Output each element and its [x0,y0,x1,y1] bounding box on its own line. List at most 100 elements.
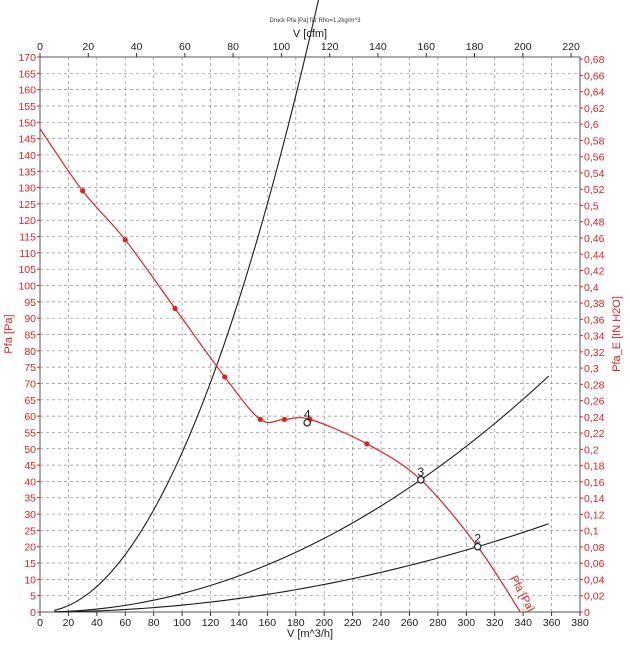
y-left-tick-label: 15 [24,558,36,570]
y-right-tick-label: 0,54 [584,168,605,180]
x-top-tick-label: 0 [37,41,43,53]
y-left-tick-label: 5 [30,591,36,603]
x-bottom-tick-label: 380 [571,617,589,629]
y-left-tick-label: 75 [24,362,36,374]
y-left-tick-label: 150 [18,117,36,129]
x-top-tick-label: 60 [179,41,191,53]
x-top-axis: 0 20 40 60 80 100 120 140 160 180 200 220 [37,41,580,57]
y-right-tick-label: 0,66 [584,70,605,82]
chart-title: Druck Pfa [Pa] für Rho=1,2kg/m^3 [269,18,361,24]
x-top-tick-label: 40 [131,41,143,53]
y-left-tick-label: 105 [18,264,36,276]
operating-point-label: 3 [417,465,424,479]
fan-curve-marker [122,237,128,243]
y-left-tick-label: 135 [18,166,36,178]
y-right-tick-label: 0,2 [584,444,599,456]
x-top-tick-label: 180 [466,41,484,53]
y-left-tick-label: 0 [30,607,36,619]
x-bottom-tick-label: 340 [514,617,532,629]
operating-point-label: 2 [474,532,481,546]
fan-curve-group [39,128,521,613]
y-left-tick-label: 25 [24,525,36,537]
y-left-tick-label: 55 [24,427,36,439]
y-left-tick-label: 70 [24,378,36,390]
y-left-tick-label: 35 [24,493,36,505]
operating-point-marker [303,418,311,427]
y-right-tick-label: 0 [584,607,590,619]
y-left-axis-title: Pfa [Pa] [3,314,15,353]
y-left-tick-label: 160 [18,85,36,97]
x-bottom-tick-label: 360 [543,617,561,629]
x-bottom-tick-label: 260 [401,617,419,629]
x-bottom-tick-label: 0 [37,617,43,629]
x-bottom-tick-label: 60 [119,617,131,629]
y-left-tick-label: 10 [24,574,36,586]
x-bottom-tick-label: 140 [230,617,248,629]
y-right-tick-label: 0,08 [584,542,605,554]
x-bottom-tick-label: 100 [173,617,191,629]
x-top-axis-title: V [cfm] [293,28,327,40]
y-right-tick-label: 0,52 [584,184,605,196]
x-bottom-tick-label: 120 [202,617,220,629]
y-right-tick-label: 0,06 [584,558,605,570]
y-right-tick-label: 0,12 [584,509,605,521]
y-left-tick-label: 90 [24,313,36,325]
system-curve-1 [54,0,319,611]
fan-curve-marker [364,441,370,447]
y-right-tick-label: 0,26 [584,396,605,408]
y-right-tick-label: 0,56 [584,152,605,164]
y-right-tick-label: 0,24 [584,412,605,424]
y-left-axis: 0 5 10 15 20 25 30 35 40 45 50 55 60 65 70 75 80 85 90 95 10… [18,52,40,619]
system-curve-2 [54,375,550,613]
y-left-tick-label: 80 [24,346,36,358]
y-left-tick-label: 50 [24,444,36,456]
system-curve-3 [54,523,549,613]
x-top-tick-label: 140 [369,41,387,53]
x-bottom-tick-label: 160 [259,617,277,629]
x-top-tick-label: 200 [514,41,532,53]
y-right-tick-label: 0,48 [584,217,605,229]
fan-curve-marker [172,305,178,311]
x-bottom-tick-label: 20 [63,617,75,629]
system-curves [54,0,550,613]
y-right-tick-label: 0,1 [584,526,599,538]
y-right-tick-label: 0,68 [584,54,605,66]
y-right-tick-label: 0,36 [584,314,605,326]
y-right-tick-label: 0,32 [584,347,605,359]
x-bottom-tick-label: 40 [91,617,103,629]
operating-points: 4 3 2 [303,408,482,551]
y-right-tick-label: 0,44 [584,249,605,261]
y-right-tick-label: 0,64 [584,87,605,99]
y-right-tick-label: 0,62 [584,103,605,115]
x-bottom-tick-label: 240 [372,617,390,629]
y-left-tick-label: 165 [18,68,36,80]
y-right-tick-label: 0,14 [584,493,605,505]
y-right-tick-label: 0,28 [584,379,605,391]
x-top-tick-label: 160 [417,41,435,53]
x-bottom-tick-label: 320 [486,617,504,629]
y-right-tick-label: 0,02 [584,591,605,603]
y-left-tick-label: 100 [18,281,36,293]
y-left-tick-label: 40 [24,476,36,488]
fan-curve-marker [222,374,228,380]
y-left-tick-label: 155 [18,101,36,113]
y-right-tick-label: 0,5 [584,200,599,212]
operating-point-label: 4 [304,408,311,422]
y-left-tick-label: 65 [24,395,36,407]
y-right-tick-label: 0,18 [584,461,605,473]
y-right-tick-label: 0,22 [584,428,605,440]
y-left-tick-label: 20 [24,542,36,554]
fan-curve-marker [80,188,86,194]
y-left-tick-label: 110 [19,248,36,260]
y-left-tick-label: 30 [24,509,36,521]
fan-curve-marker [257,416,263,422]
y-right-tick-label: 0,34 [584,331,605,343]
y-right-tick-label: 0,16 [584,477,605,489]
x-top-tick-label: 120 [321,41,339,53]
y-right-tick-label: 0,6 [584,119,599,131]
x-bottom-axis-title: V [m^3/h] [287,628,333,640]
y-left-tick-label: 170 [18,52,36,64]
y-left-tick-label: 45 [24,460,36,472]
y-left-tick-label: 85 [24,330,36,342]
y-left-tick-label: 145 [18,134,36,146]
